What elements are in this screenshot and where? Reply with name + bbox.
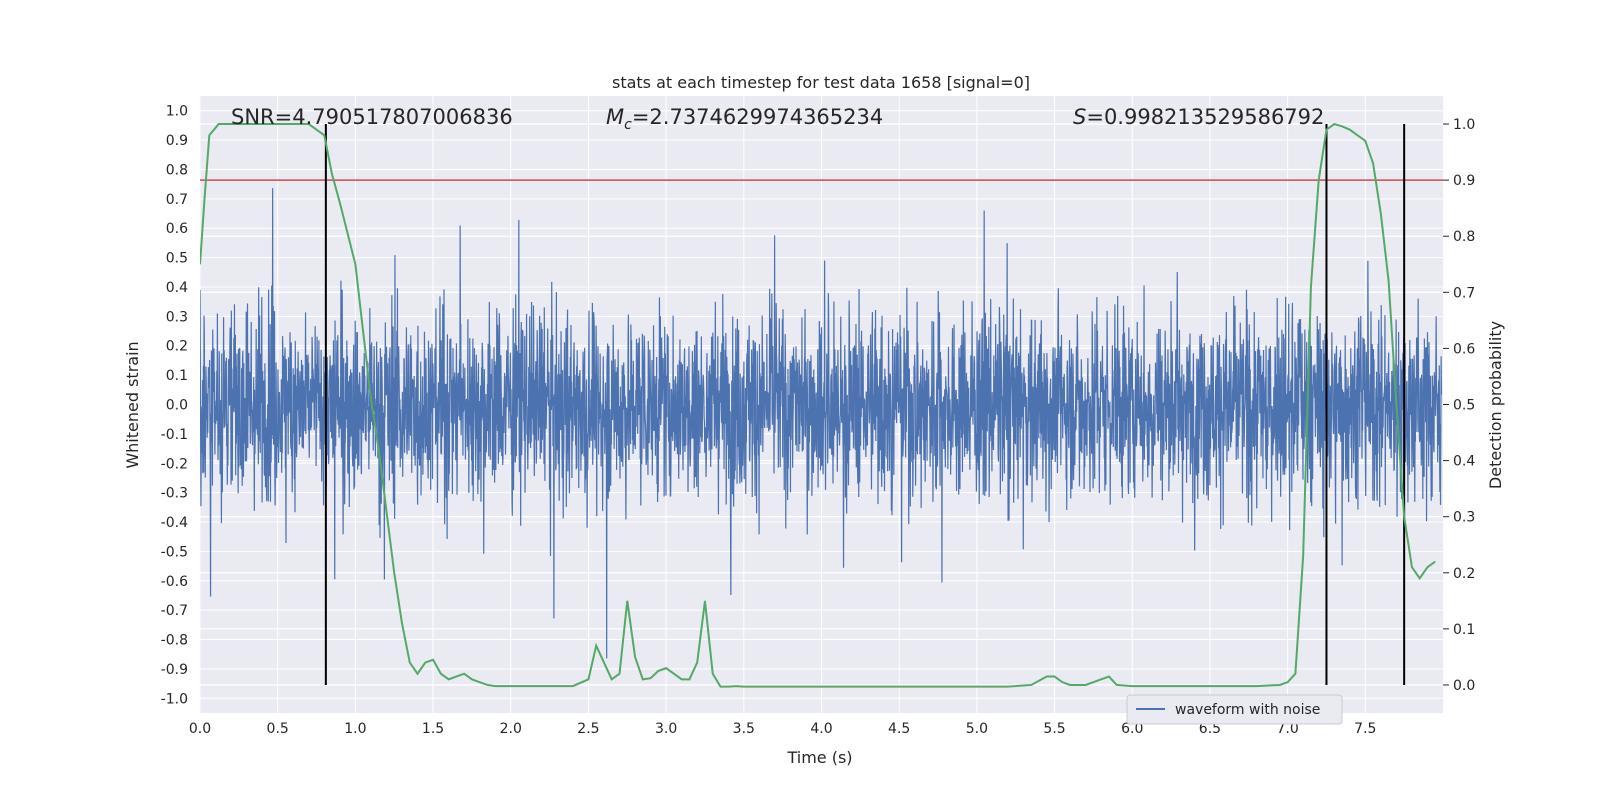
y2-tick-label: 0.8 <box>1453 229 1475 245</box>
y-tick-label: -0.2 <box>161 456 188 472</box>
probability-line <box>200 122 1436 688</box>
overlay-lines <box>200 122 1443 688</box>
x-axis-label: Time (s) <box>786 748 852 767</box>
y-tick-label: -0.7 <box>161 603 188 619</box>
x-tick-label: 3.0 <box>655 721 677 737</box>
x-axis-ticks: 0.0 0.5 1.0 1.5 2.0 2.5 3.0 3.5 4.0 4.5 5.0 5.5 6.0 6… <box>189 721 1377 737</box>
y-tick-label: 0.0 <box>166 398 188 414</box>
chart-title: stats at each timestep for test data 165… <box>612 73 1030 92</box>
x-tick-label: 7.0 <box>1276 721 1298 737</box>
legend-label: waveform with noise <box>1175 702 1320 718</box>
y2-tick-label: 0.0 <box>1453 678 1475 694</box>
y-tick-label: 0.1 <box>166 368 188 384</box>
x-tick-label: 4.5 <box>888 721 910 737</box>
y-tick-label: 0.4 <box>166 280 188 296</box>
x-tick-label: 4.0 <box>810 721 832 737</box>
x-tick-label: 0.0 <box>189 721 211 737</box>
y-tick-label: 0.7 <box>166 192 188 208</box>
x-tick-label: 6.5 <box>1199 721 1221 737</box>
x-tick-label: 1.0 <box>344 721 366 737</box>
y-tick-label: 0.3 <box>166 309 188 325</box>
x-tick-label: 2.5 <box>577 721 599 737</box>
y-axis-label: Whitened strain <box>123 341 142 468</box>
waveform-line <box>200 188 1443 659</box>
y2-tick-label: 0.4 <box>1453 454 1475 470</box>
y2-tick-label: 1.0 <box>1453 117 1475 133</box>
y2-tick-label: 0.7 <box>1453 285 1475 301</box>
y-tick-label: -0.3 <box>161 486 188 502</box>
y-tick-label: 0.6 <box>166 221 188 237</box>
x-tick-label: 3.5 <box>733 721 755 737</box>
y2-axis-label: Detection probability <box>1486 321 1505 489</box>
snr-annotation: SNR=4.790517807006836 <box>231 105 513 129</box>
x-tick-label: 5.0 <box>966 721 988 737</box>
x-tick-label: 1.5 <box>422 721 444 737</box>
x-tick-label: 7.5 <box>1354 721 1376 737</box>
y2-tick-label: 0.9 <box>1453 173 1475 189</box>
y-tick-label: 0.8 <box>166 162 188 178</box>
legend-box <box>1126 694 1343 725</box>
y-tick-label: -0.4 <box>161 515 188 531</box>
y-tick-label: 0.2 <box>166 339 188 355</box>
x-tick-label: 6.0 <box>1121 721 1143 737</box>
y-tick-label: -1.0 <box>161 691 188 707</box>
waveform-series <box>200 188 1443 659</box>
y-tick-label: 1.0 <box>166 104 188 120</box>
x-tick-label: 5.5 <box>1043 721 1065 737</box>
legend: waveform with noise <box>1126 694 1343 725</box>
y2-tick-label: 0.2 <box>1453 566 1475 582</box>
y2-axis-ticks: 1.0 0.9 0.8 0.7 0.6 0.5 0.4 0.3 0.2 0.1 0.0 <box>1443 117 1475 694</box>
y2-tick-label: 0.5 <box>1453 398 1475 414</box>
y-axis-ticks: 1.0 0.9 0.8 0.7 0.6 0.5 0.4 0.3 0.2 0.1 0.0 -0.1 -0.… <box>161 104 188 708</box>
y-tick-label: -0.8 <box>161 633 188 649</box>
y-tick-label: -0.5 <box>161 544 188 560</box>
x-tick-label: 0.5 <box>267 721 289 737</box>
y-tick-label: 0.5 <box>166 251 188 267</box>
mc-annotation: Mc=2.7374629974365234 <box>606 105 883 133</box>
y-tick-label: 0.9 <box>166 133 188 149</box>
s-annotation: S=0.998213529586792 <box>1073 105 1324 129</box>
x-tick-label: 2.0 <box>500 721 522 737</box>
y2-tick-label: 0.3 <box>1453 510 1475 526</box>
y-tick-label: -0.9 <box>161 662 188 678</box>
y2-tick-label: 0.6 <box>1453 341 1475 357</box>
y-tick-label: -0.6 <box>161 574 188 590</box>
y-tick-label: -0.1 <box>161 427 188 443</box>
y2-tick-label: 0.1 <box>1453 622 1475 638</box>
